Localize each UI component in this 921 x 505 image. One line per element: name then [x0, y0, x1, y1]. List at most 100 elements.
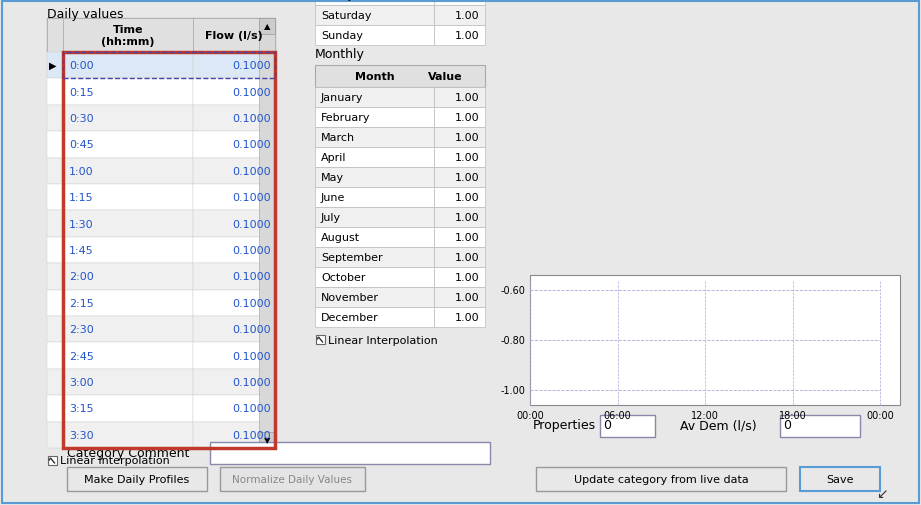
FancyBboxPatch shape [193, 19, 275, 53]
FancyBboxPatch shape [315, 268, 434, 287]
FancyBboxPatch shape [47, 53, 63, 79]
FancyBboxPatch shape [47, 158, 63, 185]
Text: 0:45: 0:45 [69, 140, 94, 150]
FancyBboxPatch shape [434, 147, 485, 168]
FancyBboxPatch shape [63, 290, 193, 316]
Bar [63, 53, 275, 79]
Text: December: December [321, 313, 379, 322]
FancyBboxPatch shape [434, 247, 485, 268]
Text: 0:30: 0:30 [69, 114, 94, 124]
FancyBboxPatch shape [47, 264, 63, 290]
FancyBboxPatch shape [315, 128, 434, 147]
Text: Av Dem (l/s): Av Dem (l/s) [680, 419, 757, 432]
FancyBboxPatch shape [434, 287, 485, 308]
Text: Linear Interpolation: Linear Interpolation [60, 456, 169, 466]
FancyBboxPatch shape [47, 237, 63, 264]
Text: 0.1000: 0.1000 [232, 430, 271, 440]
FancyBboxPatch shape [47, 369, 63, 395]
Text: ↙: ↙ [876, 486, 888, 500]
FancyBboxPatch shape [63, 343, 193, 369]
Text: 2:15: 2:15 [69, 298, 94, 308]
Text: 0.1000: 0.1000 [232, 219, 271, 229]
Text: September: September [321, 252, 382, 263]
Text: November: November [321, 292, 379, 302]
Text: 1:30: 1:30 [69, 219, 94, 229]
FancyBboxPatch shape [315, 208, 434, 228]
Text: 3:15: 3:15 [69, 403, 94, 414]
Bar [316, 335, 325, 344]
FancyBboxPatch shape [47, 395, 63, 422]
FancyBboxPatch shape [536, 467, 786, 491]
FancyBboxPatch shape [434, 188, 485, 208]
FancyBboxPatch shape [193, 343, 275, 369]
Text: 06:00: 06:00 [603, 410, 632, 420]
FancyBboxPatch shape [315, 88, 434, 108]
FancyBboxPatch shape [63, 395, 193, 422]
Text: 1.00: 1.00 [454, 0, 479, 1]
Text: 0.1000: 0.1000 [232, 377, 271, 387]
Text: ▶: ▶ [49, 61, 56, 71]
Text: 1.00: 1.00 [454, 313, 479, 322]
FancyBboxPatch shape [530, 275, 900, 405]
FancyBboxPatch shape [434, 108, 485, 128]
FancyBboxPatch shape [315, 247, 434, 268]
FancyBboxPatch shape [434, 168, 485, 188]
Text: 1.00: 1.00 [454, 133, 479, 143]
Text: Daily values: Daily values [47, 8, 123, 21]
Text: Linear Interpolation: Linear Interpolation [328, 335, 437, 345]
Text: Update category from live data: Update category from live data [574, 474, 749, 484]
FancyBboxPatch shape [63, 369, 193, 395]
Text: 1.00: 1.00 [454, 31, 479, 41]
FancyBboxPatch shape [193, 237, 275, 264]
FancyBboxPatch shape [193, 369, 275, 395]
FancyBboxPatch shape [47, 343, 63, 369]
Bar [63, 53, 275, 448]
FancyBboxPatch shape [193, 290, 275, 316]
Text: 0: 0 [783, 419, 791, 432]
FancyBboxPatch shape [47, 19, 275, 53]
FancyBboxPatch shape [315, 188, 434, 208]
FancyBboxPatch shape [315, 108, 434, 128]
FancyBboxPatch shape [63, 106, 193, 132]
Text: October: October [321, 273, 366, 282]
Text: April: April [321, 153, 346, 163]
FancyBboxPatch shape [47, 185, 63, 211]
FancyBboxPatch shape [47, 106, 63, 132]
FancyBboxPatch shape [47, 19, 63, 53]
Text: January: January [321, 93, 364, 103]
FancyBboxPatch shape [63, 79, 193, 106]
Text: Sunday: Sunday [321, 31, 363, 41]
Text: 0.1000: 0.1000 [232, 114, 271, 124]
Text: 2:30: 2:30 [69, 325, 94, 334]
Text: 1.00: 1.00 [454, 292, 479, 302]
FancyBboxPatch shape [193, 106, 275, 132]
Text: ▼: ▼ [263, 436, 270, 444]
Text: 0.1000: 0.1000 [232, 351, 271, 361]
FancyBboxPatch shape [434, 208, 485, 228]
FancyBboxPatch shape [434, 6, 485, 26]
Text: 1.00: 1.00 [454, 213, 479, 223]
FancyBboxPatch shape [315, 66, 485, 88]
Text: 1.00: 1.00 [454, 252, 479, 263]
Text: 1.00: 1.00 [454, 153, 479, 163]
Text: Flow (l/s): Flow (l/s) [205, 31, 262, 41]
Text: 1.00: 1.00 [454, 11, 479, 21]
Text: 0: 0 [603, 419, 611, 432]
FancyBboxPatch shape [315, 6, 434, 26]
Text: 3:00: 3:00 [69, 377, 94, 387]
Text: 2:00: 2:00 [69, 272, 94, 282]
Text: May: May [321, 173, 344, 183]
FancyBboxPatch shape [434, 88, 485, 108]
Text: ▲: ▲ [263, 22, 270, 31]
Text: 0.1000: 0.1000 [232, 272, 271, 282]
FancyBboxPatch shape [315, 228, 434, 247]
Text: Month: Month [356, 72, 395, 82]
FancyBboxPatch shape [315, 287, 434, 308]
FancyBboxPatch shape [63, 237, 193, 264]
Text: Friday: Friday [321, 0, 355, 1]
FancyBboxPatch shape [193, 422, 275, 448]
Text: 00:00: 00:00 [866, 410, 894, 420]
FancyBboxPatch shape [63, 316, 193, 343]
Text: 0.1000: 0.1000 [232, 325, 271, 334]
FancyBboxPatch shape [800, 467, 880, 491]
